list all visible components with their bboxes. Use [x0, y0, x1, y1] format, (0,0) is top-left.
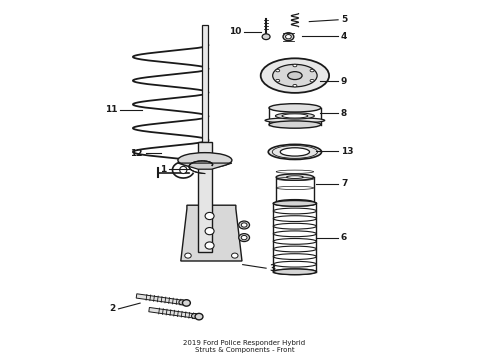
Ellipse shape [268, 121, 320, 128]
Text: 6: 6 [340, 233, 346, 242]
Bar [198, 142, 211, 252]
Text: 3: 3 [268, 264, 275, 273]
Polygon shape [181, 205, 242, 261]
Text: 2019 Ford Police Responder Hybrid
Struts & Components - Front: 2019 Ford Police Responder Hybrid Struts… [183, 340, 305, 353]
Ellipse shape [204, 228, 214, 235]
Ellipse shape [283, 33, 293, 41]
Text: 7: 7 [340, 179, 346, 188]
Ellipse shape [268, 104, 320, 112]
Polygon shape [178, 163, 231, 169]
Polygon shape [148, 307, 199, 319]
Text: 8: 8 [340, 109, 346, 118]
Ellipse shape [241, 223, 246, 227]
Ellipse shape [273, 269, 316, 275]
Ellipse shape [264, 118, 324, 123]
Ellipse shape [287, 72, 302, 80]
Ellipse shape [178, 153, 231, 168]
Ellipse shape [309, 69, 313, 72]
Text: 12: 12 [130, 149, 142, 158]
Ellipse shape [231, 253, 238, 258]
Ellipse shape [276, 199, 313, 205]
Ellipse shape [195, 313, 203, 320]
Ellipse shape [275, 69, 279, 72]
Ellipse shape [282, 114, 307, 118]
Ellipse shape [182, 300, 190, 306]
Ellipse shape [272, 64, 317, 87]
Ellipse shape [285, 35, 291, 39]
Ellipse shape [276, 174, 313, 180]
Ellipse shape [262, 34, 269, 40]
Ellipse shape [292, 64, 296, 67]
Text: 4: 4 [340, 32, 346, 41]
Text: 5: 5 [340, 15, 346, 24]
Polygon shape [136, 294, 186, 305]
Bar [201, 25, 208, 142]
Ellipse shape [286, 176, 303, 179]
Text: 13: 13 [340, 147, 353, 156]
Ellipse shape [238, 234, 249, 242]
Ellipse shape [260, 58, 328, 93]
Text: 10: 10 [229, 27, 241, 36]
Ellipse shape [191, 314, 198, 319]
Ellipse shape [292, 85, 296, 87]
Circle shape [179, 166, 186, 174]
Ellipse shape [184, 253, 191, 258]
Text: 2: 2 [109, 305, 115, 313]
Text: 9: 9 [340, 77, 346, 86]
Ellipse shape [280, 148, 309, 156]
Ellipse shape [275, 80, 279, 82]
Text: 1: 1 [160, 165, 166, 174]
Ellipse shape [204, 212, 214, 220]
Ellipse shape [275, 113, 314, 119]
Ellipse shape [268, 144, 321, 159]
Ellipse shape [179, 300, 185, 305]
Ellipse shape [241, 235, 246, 240]
Ellipse shape [309, 80, 313, 82]
Ellipse shape [204, 242, 214, 249]
Text: 11: 11 [105, 105, 117, 114]
Ellipse shape [273, 201, 316, 206]
Ellipse shape [238, 221, 249, 229]
